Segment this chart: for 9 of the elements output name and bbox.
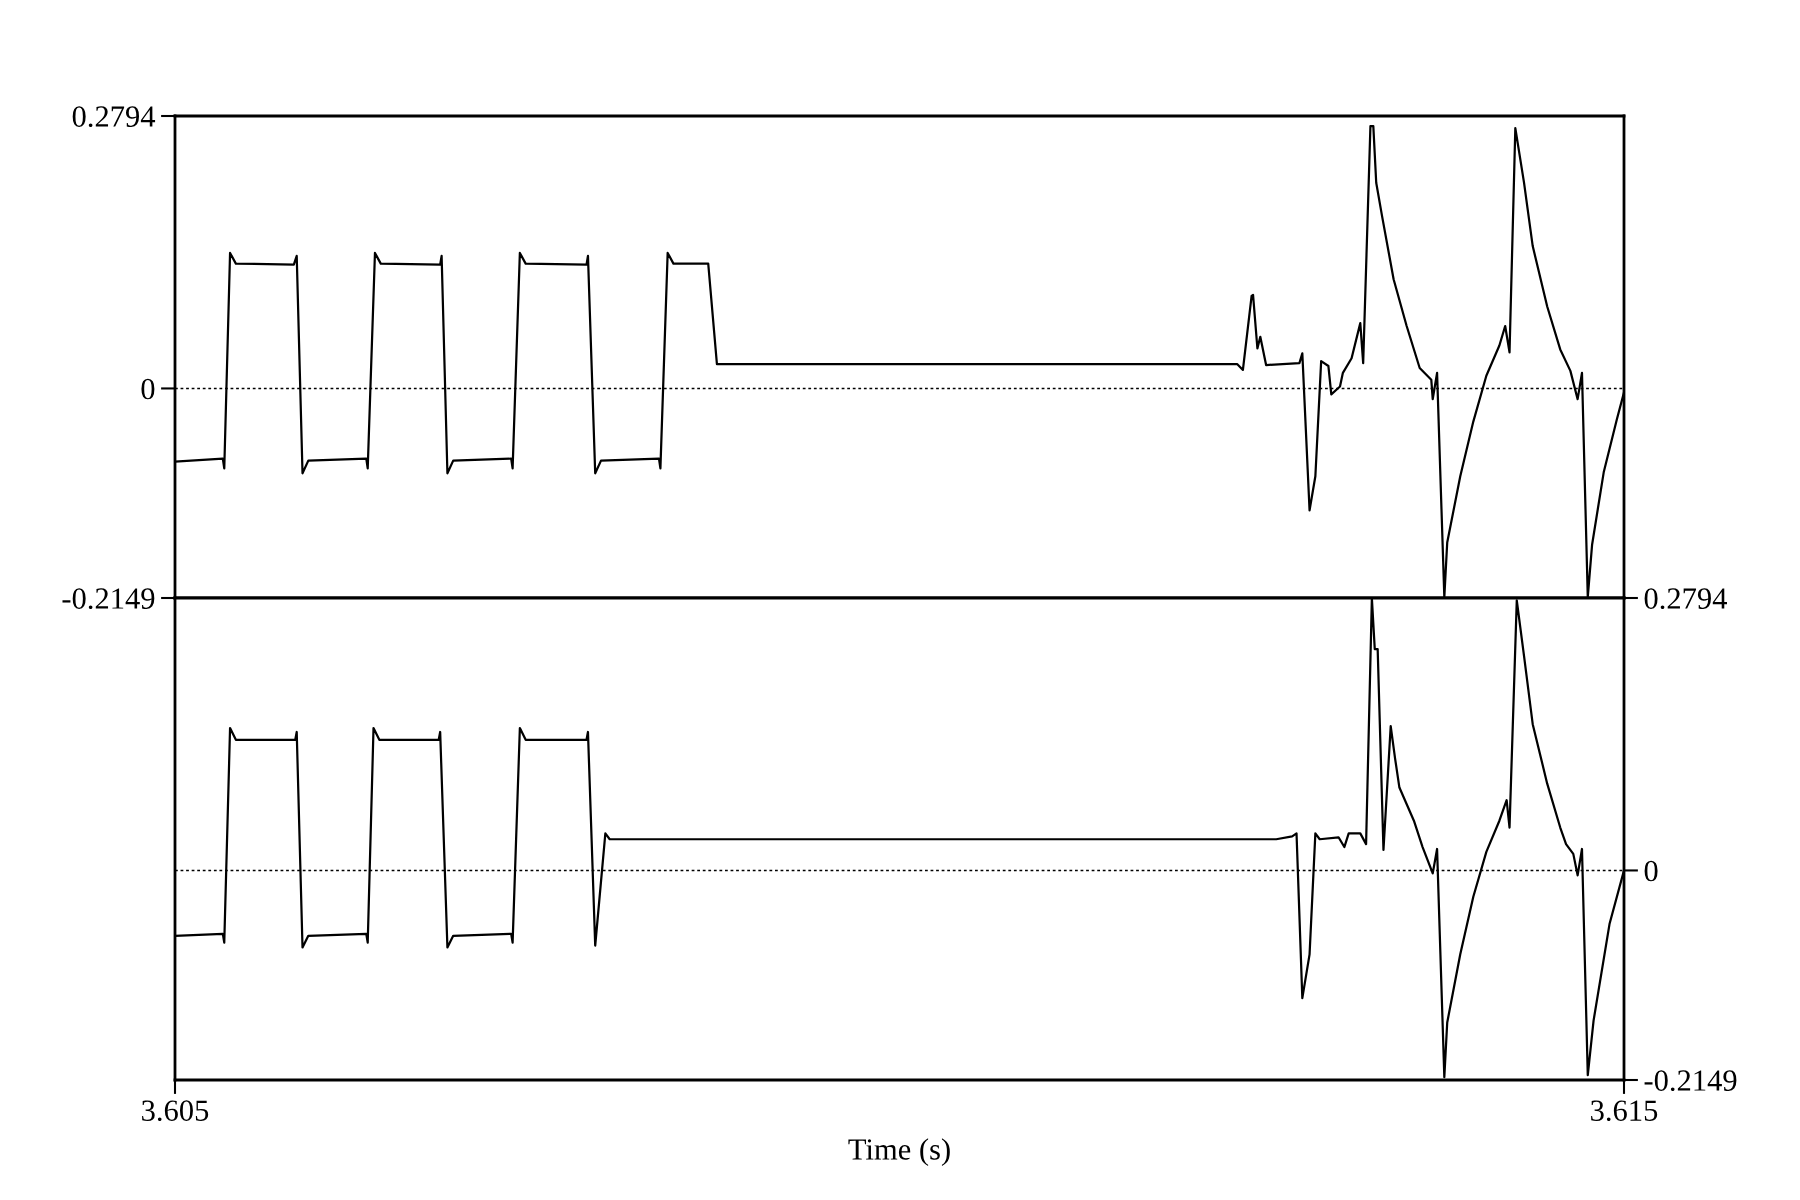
x-tick-label: 3.615 — [1591, 1100, 1658, 1122]
y2-tick-label: 0.2794 — [1644, 588, 1727, 610]
y-tick-label: -0.2149 — [62, 588, 155, 610]
x-axis-title: Time (s) — [848, 1138, 950, 1166]
y-tick-label: 0.2794 — [72, 106, 156, 128]
y2-tick-label: 0 — [1644, 860, 1658, 882]
y-tick-label: 0 — [141, 378, 155, 400]
y2-tick-label: -0.2149 — [1644, 1070, 1737, 1092]
x-tick-label: 3.605 — [142, 1100, 209, 1122]
